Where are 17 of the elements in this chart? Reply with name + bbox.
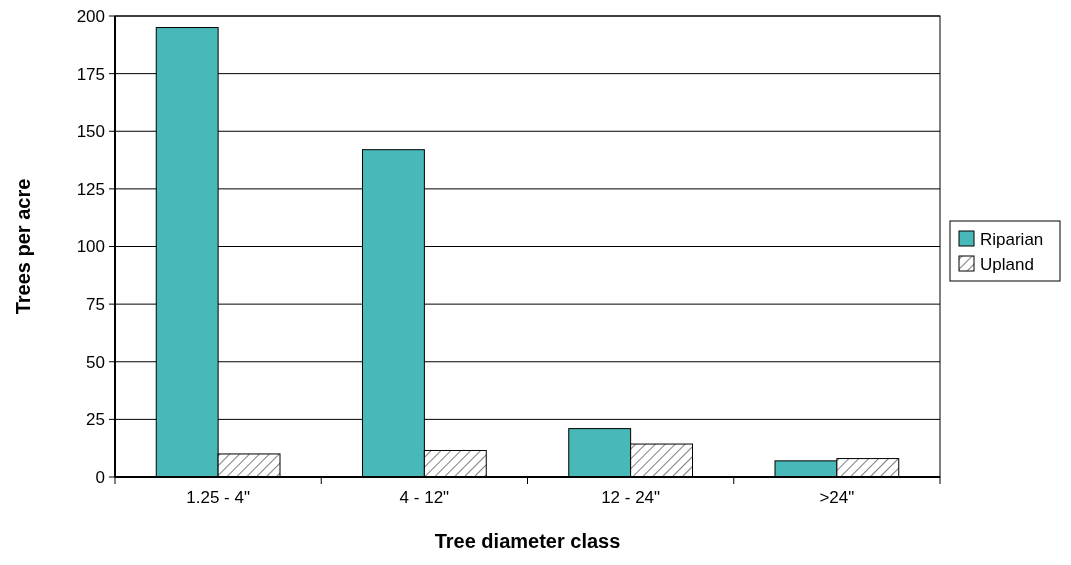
y-tick-label: 175 [76, 64, 105, 84]
y-tick-label: 50 [86, 352, 105, 372]
y-tick-label: 25 [86, 410, 105, 430]
x-tick-label: 12 - 24" [601, 488, 661, 507]
x-tick-label: >24" [819, 488, 855, 507]
y-tick-label: 75 [86, 295, 105, 315]
y-tick-label: 0 [95, 467, 105, 487]
x-axis-title: Tree diameter class [434, 530, 621, 552]
y-tick-label: 150 [76, 122, 105, 142]
x-tick-label: 4 - 12" [399, 488, 450, 507]
y-tick-label: 125 [76, 179, 105, 199]
y-tick-label: 100 [76, 237, 105, 257]
legend-label: Riparian [980, 229, 1044, 249]
x-tick-label: 1.25 - 4" [186, 488, 250, 507]
y-axis-title: Trees per acre [12, 178, 34, 315]
y-tick-label: 200 [76, 6, 105, 26]
legend-label: Upland [980, 254, 1034, 274]
